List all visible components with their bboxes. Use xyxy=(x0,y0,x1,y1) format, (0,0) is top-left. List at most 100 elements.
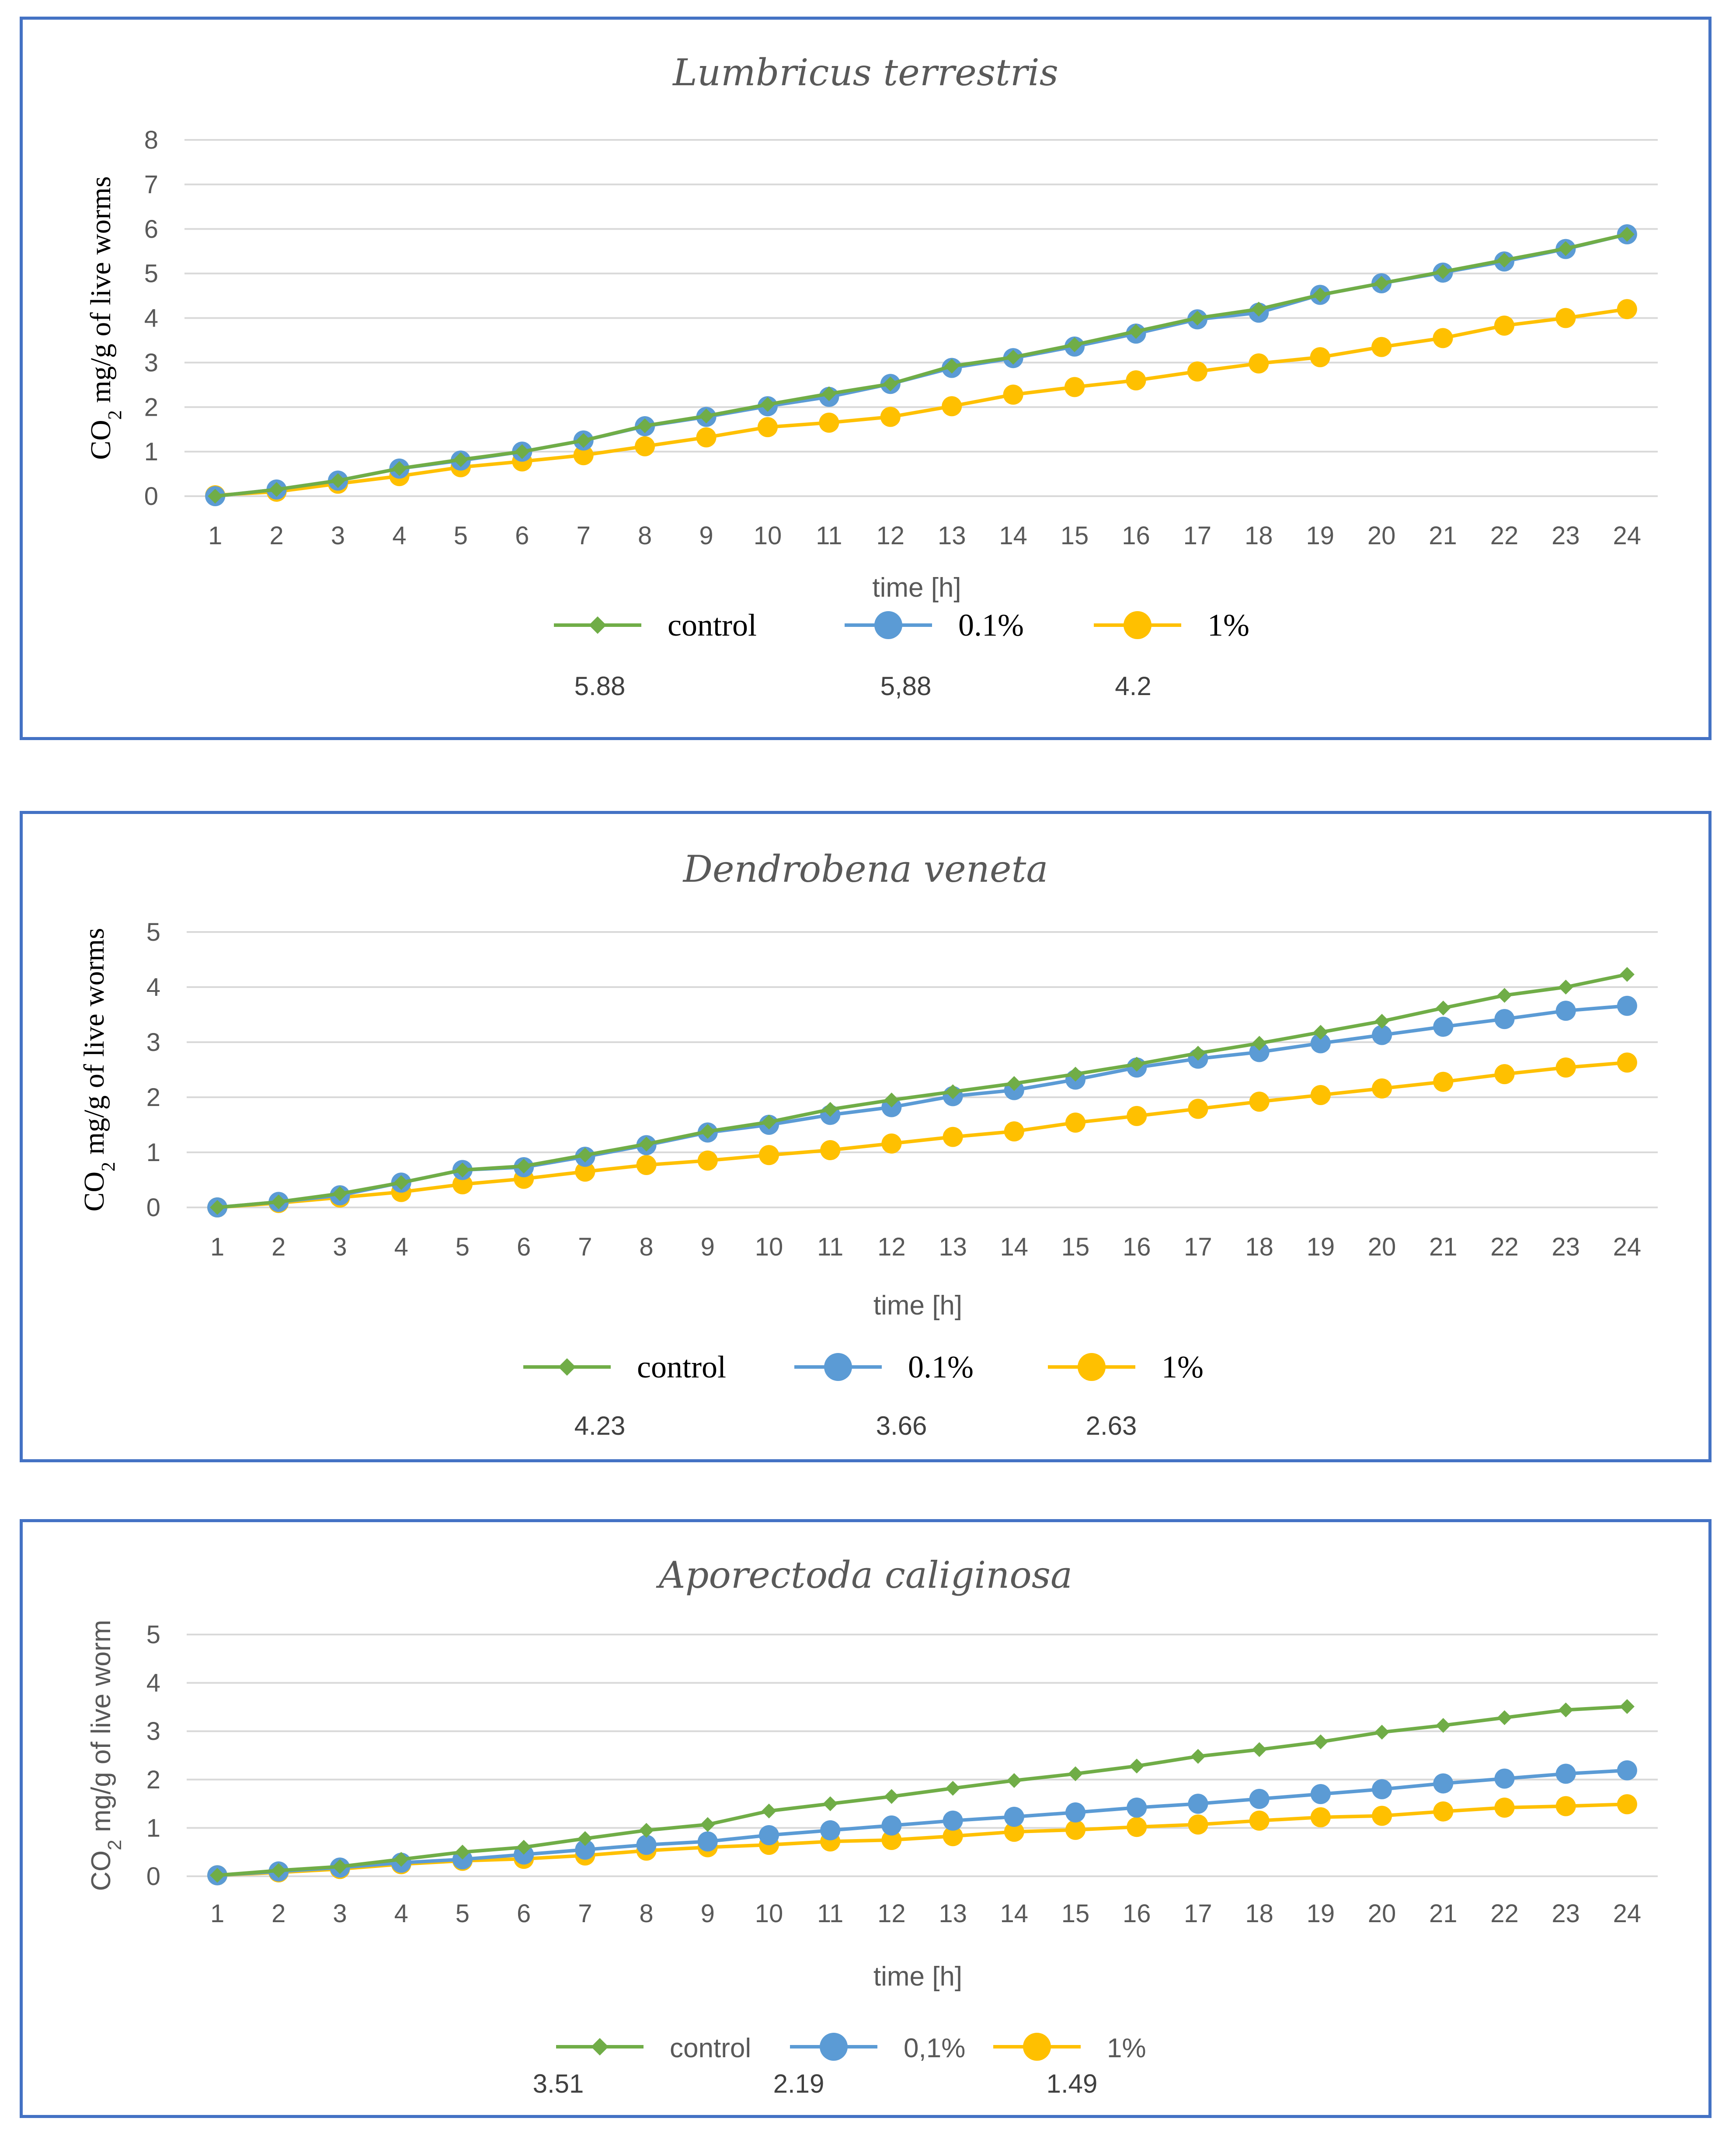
final-value-label: 5,88 xyxy=(880,671,932,701)
data-point-control xyxy=(1129,1758,1145,1774)
x-tick-label: 8 xyxy=(639,1899,653,1928)
data-point-control xyxy=(1313,1025,1328,1040)
data-point-1% xyxy=(1617,1052,1637,1073)
legend-marker xyxy=(1078,1353,1106,1381)
x-tick-label: 6 xyxy=(515,522,529,550)
final-value-label: 5.88 xyxy=(574,671,626,701)
legend-label-0,1%: 0,1% xyxy=(904,2033,965,2063)
legend-label-control: control xyxy=(637,1349,726,1384)
data-point-0,1% xyxy=(1372,1779,1392,1799)
x-tick-label: 22 xyxy=(1490,522,1519,550)
final-value-label: 2.19 xyxy=(773,2069,825,2098)
data-point-1% xyxy=(1004,1822,1024,1842)
x-tick-label: 5 xyxy=(454,522,468,550)
y-tick-label: 5 xyxy=(146,918,160,946)
x-tick-label: 2 xyxy=(271,1899,285,1928)
x-tick-label: 2 xyxy=(269,522,283,550)
chart-title: Lumbricus terrestris xyxy=(672,51,1058,94)
x-tick-label: 16 xyxy=(1123,1899,1151,1928)
final-value-label: 2.63 xyxy=(1086,1411,1137,1440)
data-point-1% xyxy=(1127,1817,1147,1837)
data-point-control xyxy=(1129,1057,1145,1072)
data-point-control xyxy=(1374,1014,1390,1029)
data-point-control xyxy=(1435,264,1451,279)
data-point-1% xyxy=(1555,1057,1576,1078)
x-tick-label: 7 xyxy=(578,1899,592,1928)
x-tick-label: 16 xyxy=(1123,1233,1151,1261)
data-point-1% xyxy=(1433,328,1453,348)
data-point-1% xyxy=(635,436,655,456)
x-tick-label: 9 xyxy=(699,522,713,550)
x-tick-label: 17 xyxy=(1184,1233,1212,1261)
data-point-control xyxy=(515,444,530,459)
x-tick-label: 1 xyxy=(208,522,222,550)
data-point-0,1% xyxy=(1617,1760,1637,1781)
x-tick-label: 12 xyxy=(877,1233,906,1261)
x-tick-label: 23 xyxy=(1552,522,1580,550)
data-point-control xyxy=(1374,1725,1390,1740)
data-point-1% xyxy=(943,1826,963,1847)
data-point-1% xyxy=(1494,1797,1515,1818)
y-tick-label: 1 xyxy=(146,1814,160,1842)
data-point-control xyxy=(1619,967,1635,982)
x-tick-label: 18 xyxy=(1245,522,1273,550)
data-point-0,1% xyxy=(697,1831,718,1852)
data-point-1% xyxy=(1494,1064,1515,1085)
data-point-1% xyxy=(1555,1796,1576,1816)
x-tick-label: 7 xyxy=(578,1233,592,1261)
legend-marker xyxy=(591,2038,609,2055)
x-axis-label: time [h] xyxy=(873,1962,962,1992)
x-tick-label: 4 xyxy=(394,1233,408,1261)
x-tick-label: 3 xyxy=(331,522,345,550)
x-axis-label: time [h] xyxy=(872,573,961,603)
data-point-control xyxy=(1312,287,1328,303)
data-point-control xyxy=(700,1124,715,1139)
x-tick-label: 20 xyxy=(1368,1899,1396,1928)
y-tick-label: 2 xyxy=(144,393,158,421)
x-tick-label: 9 xyxy=(701,1233,715,1261)
x-tick-label: 13 xyxy=(939,1899,967,1928)
data-point-control xyxy=(393,1852,409,1867)
y-tick-label: 1 xyxy=(144,438,158,466)
legend-marker xyxy=(558,1358,576,1376)
x-tick-label: 11 xyxy=(817,1899,843,1928)
data-point-0,1% xyxy=(1065,1802,1086,1823)
data-point-control xyxy=(210,1868,225,1883)
y-tick-label: 5 xyxy=(146,1621,160,1649)
x-tick-label: 20 xyxy=(1367,522,1396,550)
y-tick-label: 3 xyxy=(146,1028,160,1057)
data-point-1% xyxy=(1127,1106,1147,1126)
data-point-control xyxy=(271,1863,286,1878)
x-tick-label: 24 xyxy=(1613,1899,1642,1928)
data-point-0.1% xyxy=(1617,995,1637,1016)
final-value-label: 4.23 xyxy=(574,1411,626,1440)
legend-marker xyxy=(820,2033,848,2061)
data-point-1% xyxy=(1372,1805,1392,1826)
data-point-1% xyxy=(1004,1121,1024,1142)
data-point-control xyxy=(1251,302,1266,317)
data-point-0,1% xyxy=(881,1815,902,1836)
x-tick-label: 2 xyxy=(271,1233,285,1261)
data-point-1% xyxy=(696,427,717,448)
legend-label-control: control xyxy=(670,2033,751,2063)
data-point-0.1% xyxy=(1433,1016,1454,1037)
legend-label-0.1%: 0.1% xyxy=(958,608,1024,643)
x-tick-label: 19 xyxy=(1307,1233,1335,1261)
y-tick-label: 3 xyxy=(144,348,158,377)
data-point-1% xyxy=(636,1155,657,1175)
x-tick-label: 19 xyxy=(1307,1899,1335,1928)
data-point-control xyxy=(1619,1699,1635,1714)
data-point-1% xyxy=(1188,1814,1208,1835)
x-tick-label: 12 xyxy=(877,1899,906,1928)
y-axis-label: CO2 mg/g of live worms xyxy=(78,928,119,1212)
data-point-0.1% xyxy=(1555,1001,1576,1021)
data-point-0,1% xyxy=(1188,1794,1208,1814)
x-tick-label: 14 xyxy=(1000,1233,1029,1261)
x-tick-label: 15 xyxy=(1061,1899,1090,1928)
data-point-1% xyxy=(1188,1099,1208,1119)
y-tick-label: 4 xyxy=(144,304,158,333)
data-point-control xyxy=(1619,226,1635,242)
data-point-1% xyxy=(452,1174,473,1195)
data-point-1% xyxy=(943,1127,963,1147)
